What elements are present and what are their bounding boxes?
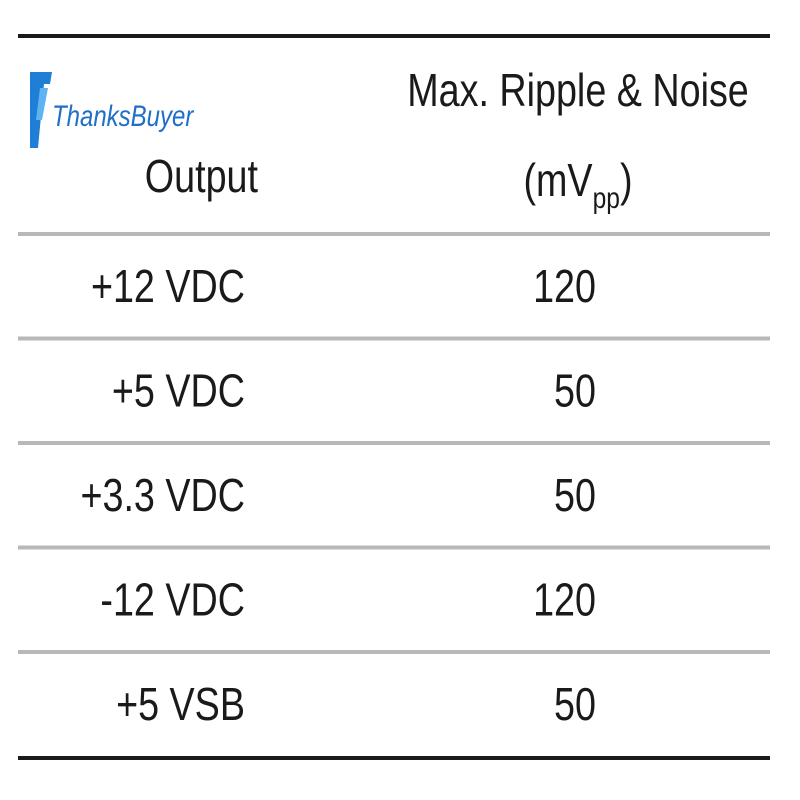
row-divider bbox=[18, 650, 770, 654]
unit-base: (mV bbox=[523, 154, 592, 205]
row-divider bbox=[18, 336, 770, 341]
output-cell: +12 VDC bbox=[91, 261, 245, 312]
watermark-text: ThanksBuyer bbox=[52, 98, 194, 132]
output-cell: +5 VDC bbox=[112, 365, 245, 416]
top-rule bbox=[18, 34, 770, 38]
header-unit: (mVpp) bbox=[523, 154, 632, 214]
bottom-rule bbox=[18, 756, 770, 760]
unit-subscript: pp bbox=[593, 181, 620, 215]
row-divider bbox=[18, 232, 770, 236]
output-cell: +5 VSB bbox=[116, 679, 245, 730]
ripple-cell: 50 bbox=[554, 679, 596, 730]
ripple-cell: 50 bbox=[554, 365, 596, 416]
watermark-logo bbox=[30, 72, 52, 148]
row-divider bbox=[18, 441, 770, 445]
header-output: Output bbox=[145, 150, 258, 201]
ripple-cell: 50 bbox=[554, 470, 596, 521]
header-ripple: Max. Ripple & Noise bbox=[407, 64, 749, 115]
row-divider bbox=[18, 545, 770, 550]
unit-close: ) bbox=[620, 154, 633, 205]
output-cell: -12 VDC bbox=[100, 574, 245, 625]
output-cell: +3.3 VDC bbox=[80, 470, 245, 521]
ripple-cell: 120 bbox=[533, 261, 596, 312]
ripple-cell: 120 bbox=[533, 574, 596, 625]
